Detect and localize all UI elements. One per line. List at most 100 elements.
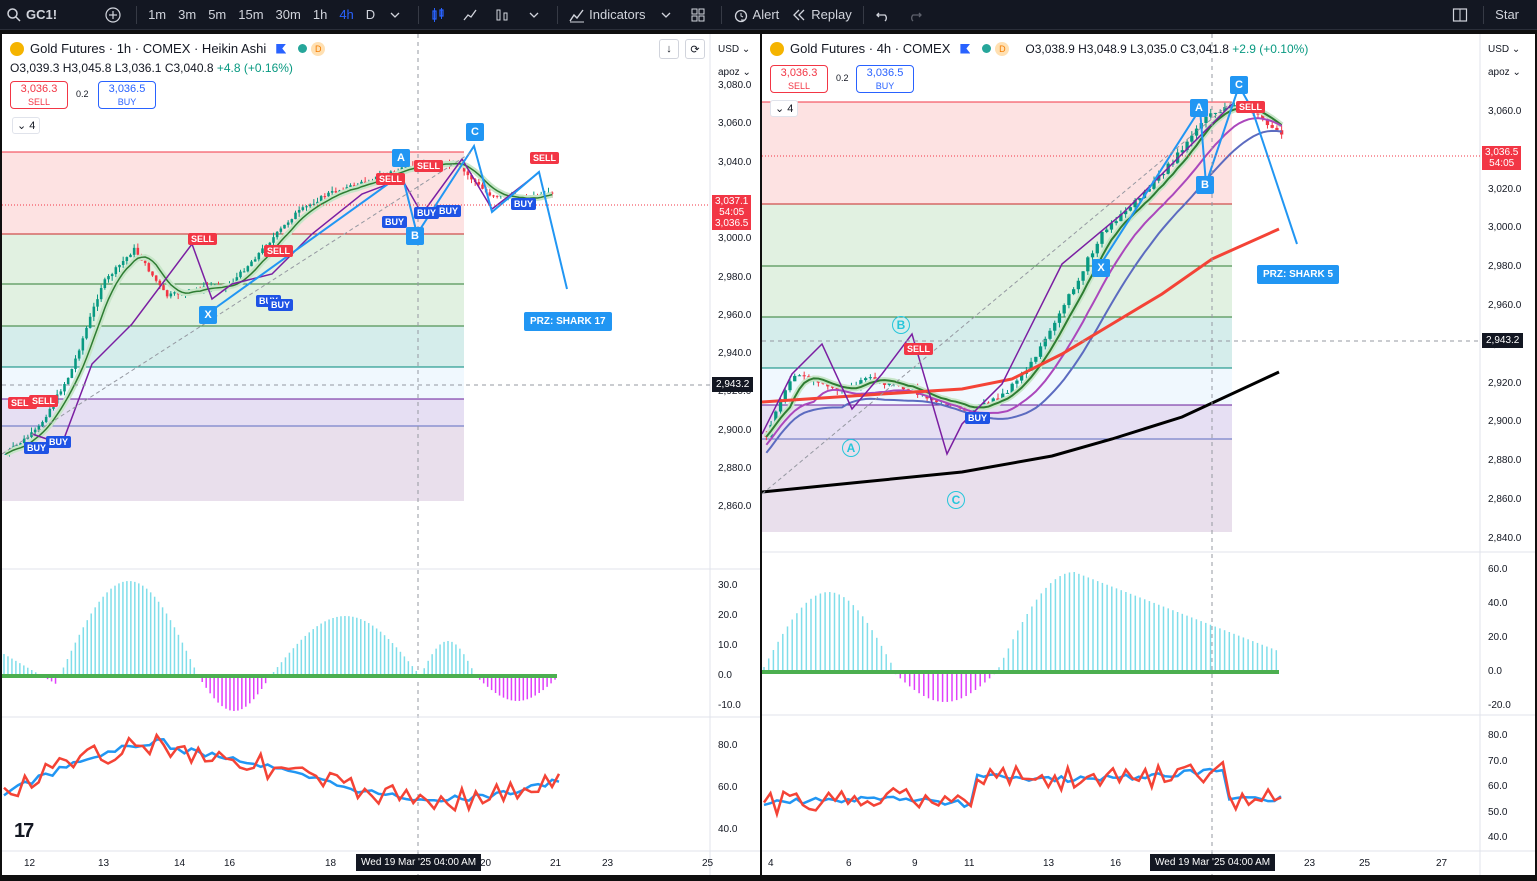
candle-body [151, 271, 154, 276]
interval-1m[interactable]: 1m [148, 7, 167, 22]
price-tick: 2,920.0 [1488, 377, 1522, 389]
flag-icon[interactable] [960, 43, 971, 54]
undo-button[interactable] [869, 0, 901, 30]
oscillator-tick: 10.0 [718, 640, 738, 651]
candle-body [1138, 198, 1142, 201]
indicators-dropdown[interactable] [652, 0, 684, 30]
oscillator-tick: -20.0 [1488, 700, 1511, 711]
candle-body [129, 254, 132, 258]
date-tick: 27 [1436, 858, 1448, 869]
candle-body [173, 292, 176, 294]
collapse-indicators-button[interactable]: ⌄ 4 [12, 117, 41, 134]
candle-body [272, 237, 275, 243]
refresh-button[interactable]: ⟳ [685, 39, 705, 59]
divider [720, 5, 722, 24]
interval-5m[interactable]: 5m [208, 7, 227, 22]
indicators-icon [569, 9, 585, 22]
layout-button[interactable] [684, 0, 716, 30]
price-tick: 2,860.0 [718, 501, 752, 513]
indicators-button[interactable]: Indicators [563, 0, 651, 30]
oscillator-tick: 60.0 [1488, 564, 1508, 575]
interval-30m[interactable]: 30m [275, 7, 301, 22]
candle-body [77, 350, 81, 359]
sell-signal-tag: SELL [264, 245, 294, 257]
interval-1h[interactable]: 1h [312, 7, 328, 22]
crosshair-date-box: Wed 19 Mar '25 04:00 AM [1150, 854, 1276, 871]
buy-button-left[interactable]: 3,036.5 BUY [98, 81, 156, 109]
candle-body [96, 299, 99, 307]
buy-button-right[interactable]: 3,036.5 BUY [856, 65, 914, 93]
scale-mode-right[interactable]: apoz ⌄ [1488, 67, 1521, 78]
rsi-tick: 80.0 [1488, 730, 1508, 741]
alert-button[interactable]: Alert [727, 0, 786, 30]
bars-button[interactable] [488, 0, 520, 30]
currency-selector-left[interactable]: USD ⌄ [718, 44, 751, 55]
chart-type-button[interactable] [424, 0, 456, 30]
candle-body [165, 290, 169, 297]
candle-body [901, 385, 906, 390]
candle-body [327, 192, 330, 197]
pattern-point-label: X [199, 306, 217, 324]
rsi-tick: 40.0 [718, 824, 738, 835]
candle-body [63, 384, 66, 392]
price-tick: 2,960.0 [1488, 300, 1522, 311]
oscillator-tick: 40.0 [1488, 598, 1508, 609]
prz-label: PRZ: SHARK 5 [1257, 265, 1340, 284]
interval-3m[interactable]: 3m [178, 7, 197, 22]
rsi-line [762, 759, 1282, 819]
candle-body [1265, 119, 1270, 126]
chart-type-dropdown[interactable] [520, 0, 552, 30]
candle-body [319, 196, 323, 202]
redo-button[interactable] [901, 0, 933, 30]
scale-mode-label: apoz [1488, 67, 1510, 78]
currency-selector-right[interactable]: USD ⌄ [1488, 44, 1521, 55]
candle-body [257, 253, 261, 260]
chart-panel-left[interactable]: Gold Futures · 1h · COMEX · Heikin Ashi … [2, 34, 760, 875]
rsi-tick: 50.0 [1488, 806, 1508, 818]
price-tick: 3,020.0 [1488, 183, 1522, 195]
ohlc-open: O3,038.9 [1025, 41, 1075, 56]
date-tick: 16 [1110, 858, 1122, 869]
last-price: 3,036.5 [1485, 147, 1519, 158]
date-tick: 9 [912, 858, 918, 869]
tradingview-logo[interactable]: 17 [14, 820, 34, 842]
chart-canvas-left[interactable] [2, 34, 760, 875]
interval-dropdown[interactable] [381, 0, 413, 30]
collapse-indicators-button[interactable]: ⌄ 4 [770, 100, 799, 117]
candle-body [147, 263, 151, 272]
compare-button[interactable] [99, 0, 131, 30]
chart-panel-right[interactable]: Gold Futures · 4h · COMEX D O3,038.9 H3,… [762, 34, 1535, 875]
candle-body [1053, 322, 1057, 331]
interval-15m[interactable]: 15m [238, 7, 264, 22]
fib-zone [2, 426, 464, 501]
candle-body [1005, 392, 1010, 394]
scroll-to-latest-button[interactable]: ↓ [659, 39, 679, 59]
sell-button-right[interactable]: 3,036.3 SELL [770, 65, 828, 93]
price-tick: 2,900.0 [718, 424, 752, 436]
candle-body [863, 378, 868, 381]
candle-body [477, 181, 481, 185]
candle-body [1038, 346, 1043, 357]
layout-toggle-button[interactable] [1446, 0, 1478, 30]
interval-4h[interactable]: 4h [339, 7, 354, 22]
candle-body [261, 248, 264, 254]
candle-body [1062, 305, 1066, 314]
chart-canvas-right[interactable] [762, 34, 1535, 875]
candle-body [1152, 180, 1156, 189]
symbol-search[interactable]: GC1! [0, 0, 63, 30]
chart-legend-right: Gold Futures · 4h · COMEX D O3,038.9 H3,… [770, 41, 1308, 56]
candle-body [360, 181, 363, 185]
candle-body [830, 386, 835, 388]
price-tick: 2,880.0 [718, 463, 752, 474]
line-chart-button[interactable] [456, 0, 488, 30]
sell-signal-tag: SELL [904, 343, 934, 355]
candle-body [1209, 113, 1213, 117]
flag-icon[interactable] [276, 43, 287, 54]
replay-button[interactable]: Replay [785, 0, 857, 30]
sell-button-left[interactable]: 3,036.3 SELL [10, 81, 68, 109]
scale-mode-left[interactable]: apoz ⌄ [718, 67, 751, 78]
star-button[interactable]: Star [1495, 7, 1519, 22]
interval-d[interactable]: D [365, 7, 376, 22]
candle-body [246, 266, 250, 272]
pattern-point-label: A [392, 149, 410, 167]
